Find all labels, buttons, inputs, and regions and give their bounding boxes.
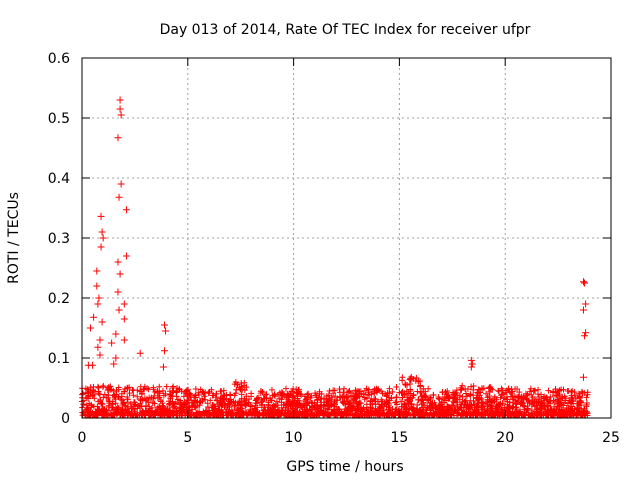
- data-point: [112, 330, 120, 338]
- y-tick-label: 0.3: [48, 231, 70, 247]
- data-point: [120, 315, 128, 323]
- data-points: [79, 96, 591, 419]
- x-tick-label: 0: [78, 430, 87, 446]
- data-point: [582, 329, 590, 337]
- data-point: [94, 343, 102, 351]
- data-point: [94, 300, 102, 308]
- data-point: [114, 134, 122, 142]
- data-point: [117, 180, 125, 188]
- baseline-points: [79, 373, 591, 419]
- data-point: [93, 267, 101, 275]
- data-point: [116, 96, 124, 104]
- data-point: [98, 318, 106, 326]
- data-point: [95, 294, 103, 302]
- data-point: [114, 258, 122, 266]
- data-point: [117, 111, 125, 119]
- data-point: [97, 212, 105, 220]
- data-point: [122, 252, 130, 260]
- x-axis-ticks: 0 5 10 15 20 25: [78, 58, 620, 446]
- data-point: [162, 327, 170, 335]
- y-tick-label: 0.2: [48, 291, 70, 307]
- data-point: [96, 336, 104, 344]
- data-point: [90, 313, 98, 321]
- data-point: [579, 306, 587, 314]
- data-point: [108, 339, 116, 347]
- data-point: [161, 347, 169, 355]
- y-tick-label: 0.5: [48, 111, 70, 127]
- data-point: [97, 243, 105, 251]
- data-point: [582, 300, 590, 308]
- data-point: [467, 356, 475, 364]
- y-tick-label: 0.4: [48, 171, 70, 187]
- data-point: [122, 206, 130, 214]
- x-tick-label: 15: [390, 430, 408, 446]
- data-point: [120, 336, 128, 344]
- data-point: [136, 349, 144, 357]
- data-point: [84, 361, 92, 369]
- y-axis-label: ROTI / TECUs: [6, 192, 22, 284]
- chart-title: Day 013 of 2014, Rate Of TEC Index for r…: [160, 22, 531, 38]
- data-point: [116, 270, 124, 278]
- data-point: [110, 360, 118, 368]
- x-tick-label: 20: [496, 430, 514, 446]
- data-point: [468, 360, 476, 368]
- y-tick-label: 0.6: [48, 51, 70, 67]
- x-tick-label: 25: [602, 430, 620, 446]
- data-point: [116, 105, 124, 113]
- data-point: [98, 228, 106, 236]
- data-point: [114, 288, 122, 296]
- data-point: [581, 279, 589, 287]
- data-point: [93, 282, 101, 290]
- data-point: [579, 278, 587, 286]
- data-point: [579, 373, 587, 381]
- data-point: [112, 354, 120, 362]
- x-tick-label: 5: [183, 430, 192, 446]
- x-tick-label: 10: [285, 430, 303, 446]
- data-point: [159, 363, 167, 371]
- grid-lines: [82, 58, 611, 418]
- plot-frame: [81, 57, 612, 419]
- x-axis-label: GPS time / hours: [286, 459, 403, 475]
- data-point: [99, 234, 107, 242]
- data-point: [86, 324, 94, 332]
- data-point: [115, 306, 123, 314]
- y-axis-ticks: 0 0.1 0.2 0.3 0.4 0.5 0.6: [48, 51, 611, 427]
- data-point: [161, 321, 169, 329]
- data-point: [467, 363, 475, 371]
- y-tick-label: 0.1: [48, 351, 70, 367]
- data-point: [96, 351, 104, 359]
- data-point: [115, 193, 123, 201]
- data-point: [581, 332, 589, 340]
- data-point: [120, 300, 128, 308]
- y-tick-label: 0: [61, 411, 70, 427]
